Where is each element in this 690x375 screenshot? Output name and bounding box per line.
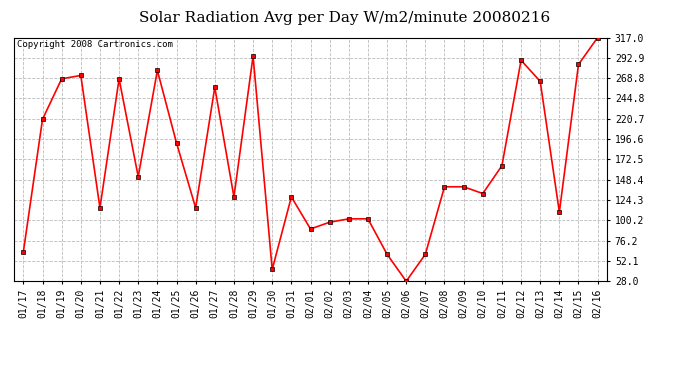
Text: Copyright 2008 Cartronics.com: Copyright 2008 Cartronics.com [17, 40, 172, 49]
Text: Solar Radiation Avg per Day W/m2/minute 20080216: Solar Radiation Avg per Day W/m2/minute … [139, 11, 551, 25]
